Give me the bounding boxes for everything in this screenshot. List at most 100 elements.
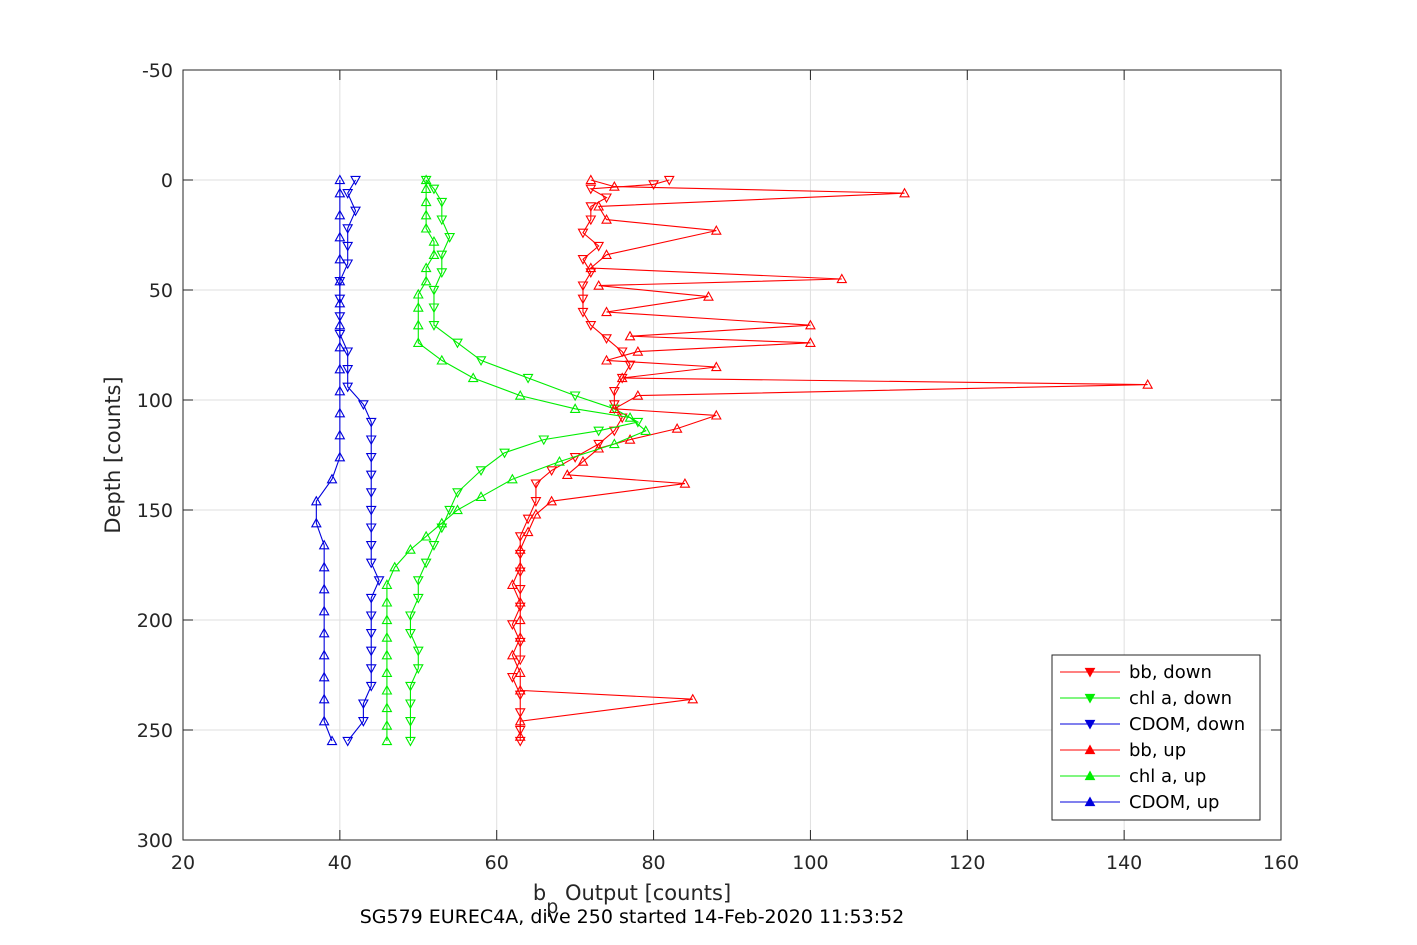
data-point [577,228,589,239]
data-point [452,338,463,349]
data-point [601,334,612,345]
data-point [624,433,636,444]
data-point [365,664,377,675]
data-point [514,596,526,607]
data-point [350,206,361,217]
data-point [444,233,456,243]
x-tick-label: 120 [949,852,985,874]
data-point [546,495,558,506]
data-point [357,400,369,411]
data-point [405,681,416,692]
data-point [577,255,589,265]
legend-box [1051,654,1261,821]
data-point [334,319,346,330]
data-point [334,341,346,352]
data-point [420,196,432,207]
y-tick-label: -50 [142,60,173,82]
data-point [671,422,683,433]
legend-swatch-marker [1084,796,1096,807]
data-point [530,508,542,519]
data-point [420,558,432,569]
data-point [420,183,432,193]
data-point [412,664,424,675]
data-point [381,649,393,660]
data-point [428,285,440,296]
data-point [452,488,463,499]
data-point [334,363,346,374]
x-tick-label: 20 [171,852,195,874]
data-point [546,466,558,477]
data-point [405,717,416,727]
data-point [624,411,636,422]
data-point [514,389,526,400]
data-point [334,407,346,418]
data-point [318,693,330,704]
data-point [585,174,597,185]
legend-swatch-marker [1084,770,1096,781]
data-point [514,708,526,719]
data-point [632,345,644,356]
data-point [703,290,714,301]
data-point [420,209,432,220]
data-point [444,505,456,516]
data-point [428,541,440,551]
data-point [420,275,432,286]
y-tick-label: 100 [137,390,173,412]
data-point [365,470,377,481]
data-point [342,224,354,235]
data-point [334,275,346,286]
data-point [428,321,440,331]
data-point [365,541,377,551]
data-point [326,735,338,746]
data-point [506,579,518,589]
data-point [593,241,605,252]
data-point [601,249,612,259]
data-point [318,715,330,726]
data-point [365,435,377,446]
data-point [405,543,416,554]
data-point [506,620,518,631]
data-point [577,294,589,305]
legend-item: CDOM, down [1060,714,1245,735]
x-tick-label: 80 [641,852,665,874]
data-series [310,174,1154,747]
legend-label: bb, up [1129,740,1186,761]
data-point [334,297,346,308]
series-chl-a-up [381,174,652,746]
data-point [499,448,510,459]
data-point [365,558,377,569]
data-point [679,477,691,488]
data-point [412,593,424,604]
x-axis-label-subscript: p [546,896,558,918]
data-point [514,736,526,747]
x-axis-label-b: b [533,881,546,905]
data-point [648,180,660,191]
data-point [412,576,424,587]
figure-caption: SG579 EUREC4A, dive 250 started 14-Feb-2… [360,906,905,928]
data-point [569,391,581,402]
data-point [687,693,699,704]
data-point [310,495,322,506]
legend-item: chl a, up [1060,766,1206,787]
data-point [334,174,346,185]
data-point [452,504,463,515]
data-point [405,699,416,710]
data-point [514,614,526,625]
data-point [514,690,526,701]
data-point [624,360,636,371]
data-point [506,673,518,683]
x-axis-label-rest: Output [counts] [558,881,731,905]
data-point [342,259,354,270]
data-point [804,319,816,330]
legend-label: chl a, down [1129,688,1232,709]
x-tick-label: 160 [1263,852,1299,874]
legend-label: bb, down [1129,662,1212,683]
data-point [412,646,424,657]
data-point [436,197,448,208]
data-point [624,330,636,341]
data-point [436,268,448,279]
data-point [601,213,612,224]
data-point [710,409,722,420]
data-point [428,249,440,259]
